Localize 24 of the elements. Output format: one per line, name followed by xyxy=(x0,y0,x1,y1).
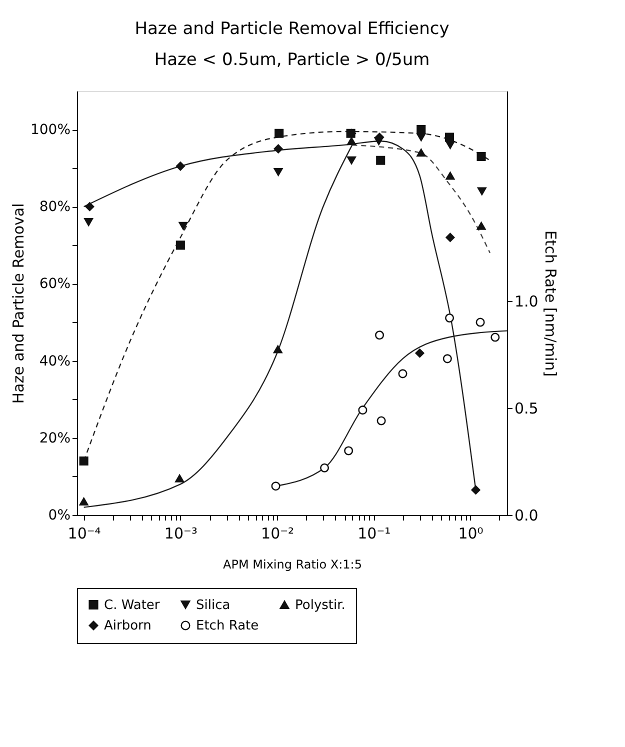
y2-tick-label: 0.5 xyxy=(514,399,538,418)
x-tick-label: 10⁻⁴ xyxy=(68,524,101,542)
y-tick-label: 40% xyxy=(39,353,70,370)
x-tick-label: 10⁻¹ xyxy=(358,524,391,542)
legend-label: Etch Rate xyxy=(196,618,259,634)
legend-label: C. Water xyxy=(104,598,160,613)
y-tick-label: 20% xyxy=(39,430,70,446)
y-tick-label: 0% xyxy=(48,508,70,524)
y2-axis-title: Etch Rate [nm/min] xyxy=(541,230,560,377)
legend-label: Silica xyxy=(196,598,230,613)
y2-tick-label: 0.0 xyxy=(514,506,538,524)
x-tick-label: 10⁻³ xyxy=(164,524,198,542)
y-axis-title: Haze and Particle Removal xyxy=(9,203,28,404)
legend-label: Airborn xyxy=(104,618,152,634)
y2-tick-label: 1.0 xyxy=(514,292,538,310)
x-axis-title: APM Mixing Ratio X:1:5 xyxy=(223,558,362,572)
y-tick-label: 100% xyxy=(30,122,70,138)
chart-title: Haze and Particle Removal Efficiency xyxy=(134,19,450,39)
y-tick-label: 80% xyxy=(39,199,70,216)
chart-subtitle: Haze < 0.5um, Particle > 0/5um xyxy=(154,50,430,70)
y-tick-label: 60% xyxy=(39,276,70,292)
legend-label: Polystir. xyxy=(295,598,346,613)
x-tick-label: 10⁻² xyxy=(261,524,294,542)
x-tick-label: 10⁰ xyxy=(458,524,484,542)
